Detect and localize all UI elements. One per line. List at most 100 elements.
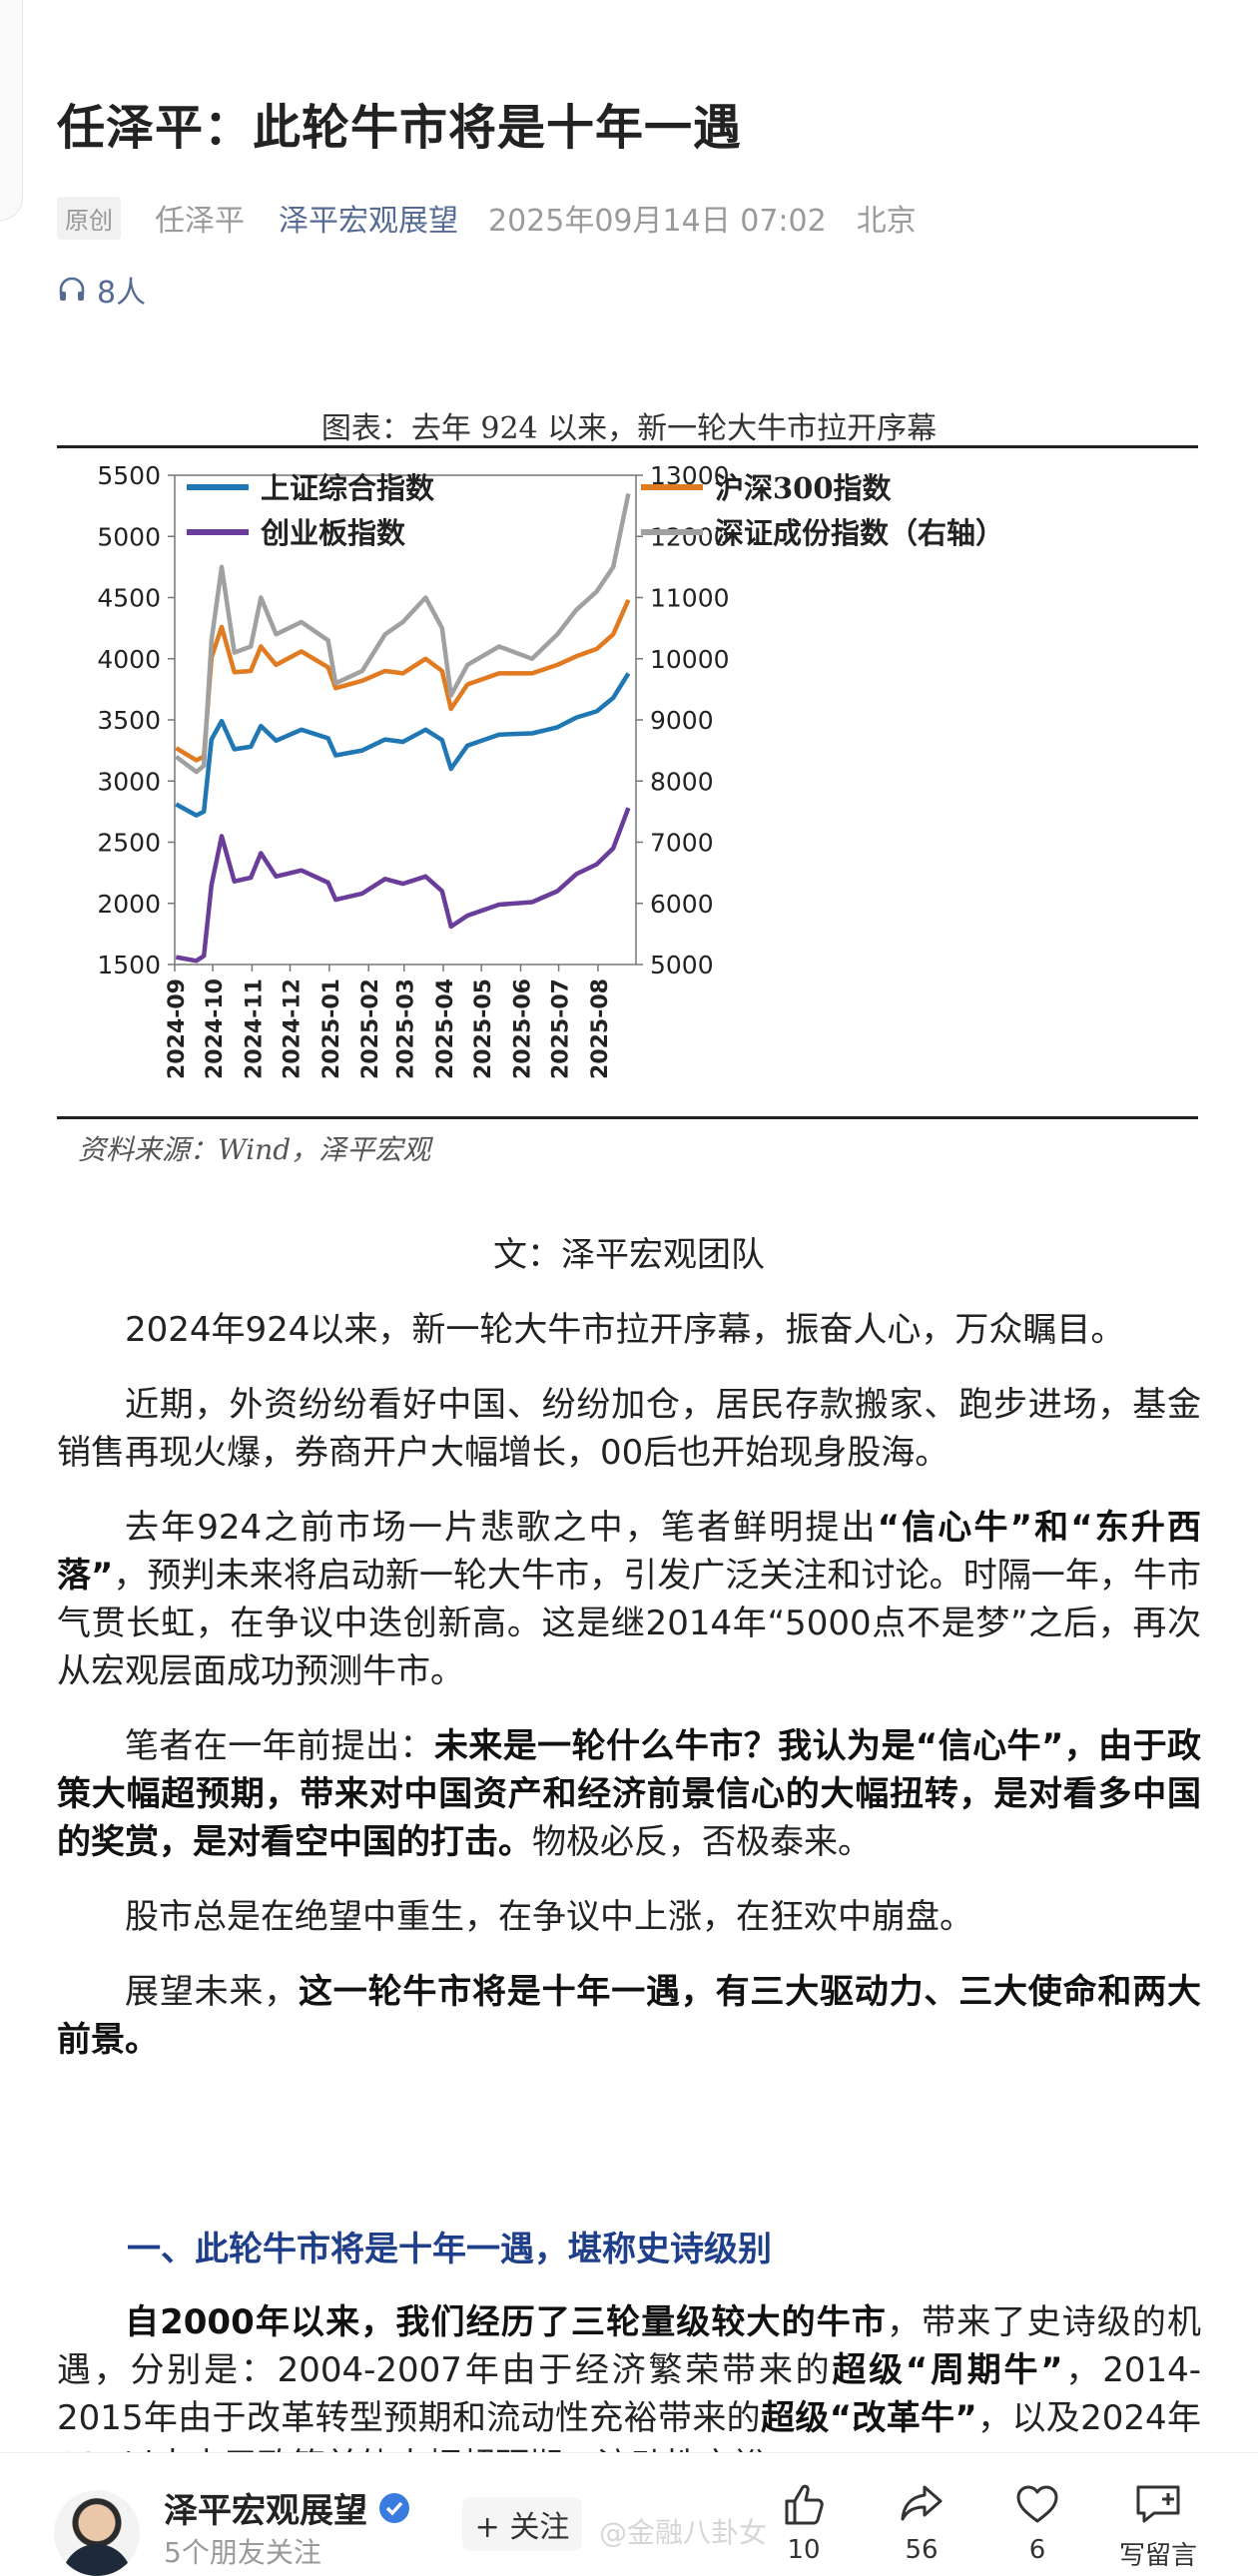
x-tick-label: 2024-09	[165, 978, 190, 1079]
p3-bold-confidence-bull: “信心牛”	[877, 1508, 1032, 1548]
y-left-tick-label: 5500	[97, 461, 161, 490]
y-left-tick-label: 3500	[97, 706, 161, 735]
heart-button[interactable]: 6	[982, 2479, 1092, 2565]
p7-text-c: ，2014-2015年由于改革转型预期和流动性充裕带来的	[57, 2350, 1201, 2438]
page-corner-decoration	[0, 0, 23, 221]
watermark-text: @金融八卦女	[599, 2516, 768, 2549]
legend-label-2: 沪深300指数	[715, 471, 893, 505]
publish-date: 2025年09月14日 07:02	[488, 204, 827, 239]
p7-bold-reform-bull: 超级“改革牛”	[761, 2398, 977, 2438]
chart-bottom-rule	[57, 1116, 1198, 1119]
y-right-tick-label: 5000	[650, 951, 714, 979]
p6-bold: 这一轮牛市将是十年一遇，有三大驱动力、三大使命和两大前景。	[57, 1972, 1201, 2060]
heart-icon	[1016, 2485, 1058, 2523]
legend-label-1: 上证综合指数	[261, 471, 435, 505]
byline: 文：泽平宏观团队	[493, 1235, 765, 1275]
paragraph-6: 展望未来，这一轮牛市将是十年一遇，有三大驱动力、三大使命和两大前景。	[57, 1968, 1201, 2064]
y-right-tick-label: 9000	[650, 706, 714, 735]
chart-source: 资料来源：Wind，泽平宏观	[78, 1133, 431, 1166]
listen-count[interactable]: 8人	[57, 268, 146, 312]
friends-following: 5个朋友关注	[164, 2536, 321, 2569]
comment-plus-icon	[1136, 2485, 1180, 2523]
series-line-2	[175, 598, 631, 763]
paragraph-7: 自2000年以来，我们经历了三轮量级较大的牛市，带来了史诗级的机遇，分别是：20…	[57, 2298, 1201, 2452]
original-badge: 原创	[57, 196, 121, 240]
y-right-tick-label: 6000	[650, 890, 714, 919]
account-link[interactable]: 泽平宏观展望	[279, 204, 458, 239]
y-right-tick-label: 11000	[650, 584, 730, 613]
bottom-action-bar: 泽平宏观展望 5个朋友关注 + 关注 @金融八卦女 10 56 6 写留言	[0, 2452, 1258, 2576]
p6-text-a: 展望未来，	[125, 1972, 299, 2012]
chart-title: 图表：去年 924 以来，新一轮大牛市拉开序幕	[320, 411, 938, 446]
paragraph-3: 去年924之前市场一片悲歌之中，笔者鲜明提出“信心牛”和“东升西落”，预判未来将…	[57, 1504, 1201, 1695]
share-count: 56	[905, 2535, 939, 2565]
paragraph-2: 近期，外资纷纷看好中国、纷纷加仓，居民存款搬家、跑步进场，基金销售再现火爆，券商…	[57, 1385, 1201, 1473]
y-right-tick-label: 10000	[650, 645, 730, 674]
author-name: 任泽平	[155, 204, 245, 239]
p3-bold-and: 和	[1031, 1508, 1071, 1548]
series-line-4	[174, 492, 631, 775]
article-body: 文：泽平宏观团队 2024年924以来，新一轮大牛市拉开序幕，振奋人心，万众瞩目…	[57, 1231, 1201, 2091]
account-avatar[interactable]	[54, 2490, 140, 2576]
p7-bold-cycle-bull: 超级“周期牛”	[832, 2350, 1063, 2390]
p3-text-d: ，预判未来将启动新一轮大牛市，引发广泛关注和讨论。时隔一年，牛市气贯长虹，在争议…	[57, 1556, 1201, 1691]
p7-text-a: ，带来了史诗级的机遇，分别是：2004-2007年由于经济繁荣带来的	[57, 2302, 1201, 2390]
p7-bold-a: 自2000年以来，我们经历了三轮量级较大的牛市	[125, 2302, 888, 2342]
y-left-tick-label: 1500	[97, 951, 161, 979]
y-right-tick-label: 7000	[650, 829, 714, 858]
x-tick-label: 2025-04	[433, 978, 458, 1079]
y-right-tick-label: 12000	[650, 522, 730, 551]
share-button[interactable]: 56	[867, 2479, 976, 2565]
verified-icon	[379, 2492, 409, 2523]
p3-bold-east-rise: “东升西落”	[57, 1508, 1201, 1596]
legend-label-3: 创业板指数	[260, 516, 406, 550]
p7-text-d: ，以及2024年924以来由于政策并轨大幅超预期、流动性充裕……	[57, 2398, 1201, 2452]
x-tick-label: 2025-03	[394, 978, 419, 1079]
like-button[interactable]: 10	[749, 2479, 859, 2565]
index-line-chart: 5500500045004000350030002500200015001300…	[97, 461, 1004, 1079]
paragraph-4: 笔者在一年前提出：未来是一轮什么牛市？我认为是“信心牛”，由于政策大幅超预期，带…	[57, 1722, 1201, 1866]
headphones-icon	[59, 277, 85, 301]
section-heading-1: 一、此轮牛市将是十年一遇，堪称史诗级别	[127, 2230, 772, 2269]
paragraph-1: 2024年924以来，新一轮大牛市拉开序幕，振奋人心，万众瞩目。	[125, 1310, 1125, 1350]
series-line-1	[175, 672, 631, 818]
y-left-tick-label: 2500	[97, 829, 161, 858]
x-tick-label: 2025-06	[511, 978, 536, 1079]
bottom-account[interactable]: 泽平宏观展望	[164, 2483, 411, 2532]
follow-button[interactable]: + 关注	[462, 2497, 582, 2551]
series-line-3	[175, 807, 631, 964]
thumbs-up-icon	[785, 2484, 824, 2525]
x-tick-label: 2024-12	[281, 978, 306, 1079]
paragraph-5: 股市总是在绝望中重生，在争议中上涨，在狂欢中崩盘。	[125, 1897, 973, 1937]
p3-text-a: 去年924之前市场一片悲歌之中，笔者鲜明提出	[125, 1508, 878, 1548]
bottom-account-name: 泽平宏观展望	[164, 2491, 367, 2531]
x-tick-label: 2024-10	[203, 978, 228, 1079]
legend-label-4: 深证成份指数（右轴）	[715, 516, 1004, 550]
y-left-tick-label: 3000	[97, 767, 161, 796]
p4-text-a: 笔者在一年前提出：	[125, 1726, 434, 1766]
y-left-tick-label: 4500	[97, 584, 161, 613]
article-body-continued: 自2000年以来，我们经历了三轮量级较大的牛市，带来了史诗级的机遇，分别是：20…	[57, 2298, 1201, 2452]
x-tick-label: 2025-08	[588, 978, 613, 1079]
x-tick-label: 2025-05	[471, 978, 496, 1079]
heart-count: 6	[1028, 2535, 1046, 2565]
article-title: 任泽平：此轮牛市将是十年一遇	[57, 100, 743, 156]
share-arrow-icon	[901, 2485, 943, 2521]
listen-count-text: 8人	[97, 276, 147, 311]
comment-button[interactable]: 写留言	[1098, 2479, 1218, 2572]
p4-bold: 未来是一轮什么牛市？我认为是“信心牛”，由于政策大幅超预期，带来对中国资产和经济…	[57, 1726, 1202, 1862]
article-meta: 原创 任泽平 泽平宏观展望 2025年09月14日 07:02 北京	[57, 196, 917, 240]
x-tick-label: 2024-11	[242, 978, 267, 1079]
y-left-tick-label: 5000	[97, 522, 161, 551]
chart-top-rule	[57, 445, 1198, 448]
x-tick-label: 2025-07	[549, 978, 574, 1079]
like-count: 10	[787, 2535, 821, 2565]
x-tick-label: 2025-02	[358, 978, 383, 1079]
y-right-tick-label: 8000	[650, 767, 714, 796]
y-left-tick-label: 2000	[97, 890, 161, 919]
publish-location: 北京	[856, 204, 917, 239]
y-left-tick-label: 4000	[97, 645, 161, 674]
comment-label: 写留言	[1118, 2541, 1197, 2571]
p4-text-c: 物极必反，否极泰来。	[532, 1822, 872, 1862]
x-tick-label: 2025-01	[319, 978, 344, 1079]
